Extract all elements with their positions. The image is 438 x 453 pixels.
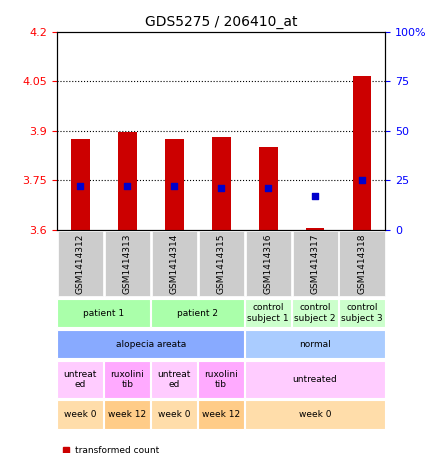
Text: week 12: week 12	[202, 410, 240, 419]
Text: GSM1414317: GSM1414317	[311, 233, 320, 294]
FancyBboxPatch shape	[339, 231, 385, 296]
FancyBboxPatch shape	[293, 231, 338, 296]
FancyBboxPatch shape	[339, 299, 385, 328]
FancyBboxPatch shape	[57, 400, 103, 429]
Bar	[306, 228, 325, 230]
Point	[218, 184, 225, 192]
Bar	[259, 147, 278, 230]
Bar	[118, 132, 137, 230]
Text: control
subject 1: control subject 1	[247, 304, 289, 323]
Text: control
subject 3: control subject 3	[341, 304, 383, 323]
FancyBboxPatch shape	[105, 231, 150, 296]
FancyBboxPatch shape	[57, 330, 244, 358]
Point	[311, 193, 318, 200]
Text: patient 1: patient 1	[83, 308, 124, 318]
FancyBboxPatch shape	[58, 231, 103, 296]
FancyBboxPatch shape	[199, 231, 244, 296]
Text: alopecia areata: alopecia areata	[116, 340, 186, 349]
Text: week 12: week 12	[108, 410, 146, 419]
FancyBboxPatch shape	[198, 400, 244, 429]
Bar	[212, 137, 230, 230]
Text: ruxolini
tib: ruxolini tib	[110, 370, 144, 389]
FancyBboxPatch shape	[57, 299, 150, 328]
FancyBboxPatch shape	[245, 299, 291, 328]
FancyBboxPatch shape	[104, 400, 150, 429]
Title: GDS5275 / 206410_at: GDS5275 / 206410_at	[145, 15, 297, 29]
FancyBboxPatch shape	[151, 400, 197, 429]
Text: GSM1414314: GSM1414314	[170, 233, 179, 294]
Point	[171, 183, 178, 190]
Point	[77, 183, 84, 190]
Point	[358, 177, 365, 184]
Text: patient 2: patient 2	[177, 308, 218, 318]
FancyBboxPatch shape	[245, 330, 385, 358]
Text: untreat
ed: untreat ed	[64, 370, 97, 389]
Text: week 0: week 0	[158, 410, 191, 419]
FancyBboxPatch shape	[151, 299, 244, 328]
Legend: transformed count, percentile rank within the sample: transformed count, percentile rank withi…	[58, 443, 232, 453]
Text: GSM1414312: GSM1414312	[76, 233, 85, 294]
FancyBboxPatch shape	[152, 231, 197, 296]
Bar	[165, 139, 184, 230]
Bar	[71, 139, 90, 230]
Text: untreated: untreated	[293, 375, 337, 384]
Text: week 0: week 0	[299, 410, 331, 419]
Text: untreat
ed: untreat ed	[158, 370, 191, 389]
FancyBboxPatch shape	[292, 299, 338, 328]
Text: GSM1414316: GSM1414316	[264, 233, 272, 294]
Bar	[353, 76, 371, 230]
Text: ruxolini
tib: ruxolini tib	[204, 370, 238, 389]
FancyBboxPatch shape	[151, 361, 197, 398]
FancyBboxPatch shape	[245, 400, 385, 429]
FancyBboxPatch shape	[198, 361, 244, 398]
Point	[124, 183, 131, 190]
Point	[265, 184, 272, 192]
FancyBboxPatch shape	[245, 361, 385, 398]
Text: GSM1414315: GSM1414315	[217, 233, 226, 294]
Text: GSM1414318: GSM1414318	[357, 233, 367, 294]
FancyBboxPatch shape	[57, 361, 103, 398]
Text: week 0: week 0	[64, 410, 97, 419]
Text: normal: normal	[299, 340, 331, 349]
FancyBboxPatch shape	[104, 361, 150, 398]
Text: GSM1414313: GSM1414313	[123, 233, 132, 294]
Text: control
subject 2: control subject 2	[294, 304, 336, 323]
FancyBboxPatch shape	[246, 231, 291, 296]
